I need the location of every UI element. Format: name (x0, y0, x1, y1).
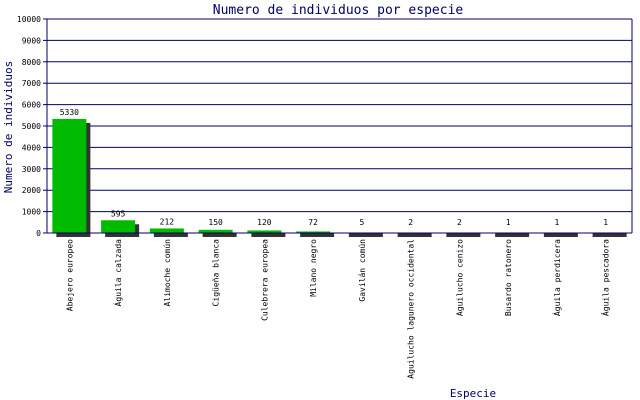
y-tick-label-6: 6000 (22, 101, 41, 110)
bar-shadow-7 (397, 233, 432, 237)
x-axis-label: Especie (450, 387, 496, 400)
bar-data-label-0: 5330 (60, 108, 79, 117)
x-tick-label-3: Cigüeña blanca (212, 239, 221, 307)
y-tick-label-2: 2000 (22, 186, 41, 195)
bar-shadow-6 (348, 233, 383, 237)
x-tick-labels: Abejero europeo Águila calzada Alimoche co… (65, 239, 610, 379)
bar-1 (101, 220, 136, 233)
bar-data-label-4: 120 (257, 218, 272, 227)
bar-shadow-10 (543, 233, 578, 237)
bar-shadow-2 (153, 232, 188, 237)
bar-shadows (56, 122, 627, 237)
y-tick-label-1: 1000 (22, 208, 41, 217)
x-tick-label-5: Milano negro (309, 239, 318, 297)
bar-shadow-8 (446, 233, 481, 237)
y-tick-label-8: 8000 (22, 58, 41, 67)
bar-shadow-11 (592, 233, 627, 237)
x-tick-label-1: Águila calzada (112, 239, 123, 307)
x-tick-label-6: Gavilán común (358, 239, 367, 302)
bars (52, 118, 623, 234)
x-tick-label-11: Águila pescadora (600, 239, 611, 316)
y-tick-label-10: 10000 (17, 15, 41, 24)
bar-data-label-8: 2 (457, 218, 462, 227)
bar-data-label-1: 595 (111, 209, 126, 218)
bar-data-labels: 5330 595 212 150 120 72 5 2 2 1 1 1 (60, 108, 608, 227)
y-tick-label-3: 3000 (22, 165, 41, 174)
bar-shadow-5 (300, 233, 335, 237)
bar-2 (149, 228, 184, 233)
bar-data-label-7: 2 (408, 218, 413, 227)
bar-data-label-9: 1 (506, 218, 511, 227)
bar-data-label-6: 5 (359, 218, 364, 227)
y-tick-label-5: 5000 (22, 122, 41, 131)
bar-data-label-10: 1 (554, 218, 559, 227)
x-tick-label-2: Alimoche común (163, 239, 172, 307)
bar-data-label-2: 212 (160, 217, 175, 226)
y-axis-label: Numero de individuos (2, 61, 15, 193)
bar-4 (247, 230, 282, 233)
bar-shadow-9 (495, 233, 530, 237)
bar-5 (296, 231, 331, 233)
gridlines (47, 18, 632, 234)
x-tick-label-8: Aguilucho cenizo (455, 239, 464, 316)
bar-0 (52, 118, 87, 233)
axes (43, 18, 633, 234)
bar-3 (198, 229, 233, 233)
x-tick-label-9: Busardo ratonero (504, 239, 513, 316)
y-tick-label-0: 0 (36, 229, 41, 238)
chart-title: Numero de individuos por especie (213, 3, 464, 18)
y-tick-labels: 0 1000 2000 3000 4000 5000 6000 7000 8000 9000 100… (17, 15, 41, 238)
bar-shadow-4 (251, 233, 286, 237)
y-tick-label-7: 7000 (22, 79, 41, 88)
y-tick-label-9: 9000 (22, 36, 41, 45)
y-tick-label-4: 4000 (22, 143, 41, 152)
x-tick-label-7: Aguilucho lagunero occidental (407, 239, 416, 379)
bar-data-label-3: 150 (208, 218, 223, 227)
bar-shadow-3 (202, 233, 237, 237)
bar-data-label-5: 72 (308, 218, 318, 227)
x-tick-label-4: Culebrera europea (260, 239, 269, 321)
bar-data-label-11: 1 (603, 218, 608, 227)
x-tick-label-10: Águila perdicera (551, 239, 562, 316)
x-tick-label-0: Abejero europeo (65, 239, 74, 311)
